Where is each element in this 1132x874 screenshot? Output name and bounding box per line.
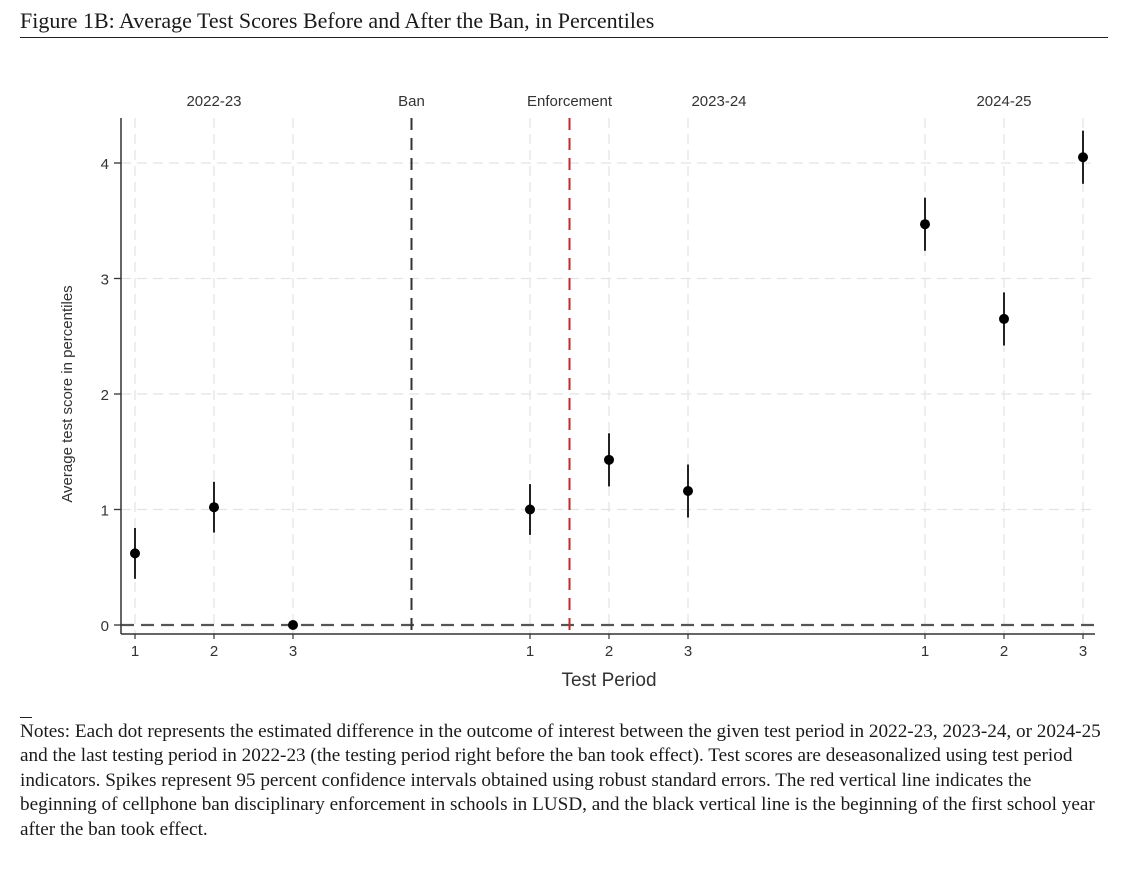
- x-tick-label: 1: [526, 643, 534, 660]
- data-point: [999, 313, 1009, 324]
- title-rule: [20, 37, 1108, 38]
- notes-mark: [20, 717, 32, 718]
- figure-notes: Notes: Each dot represents the estimated…: [20, 721, 1101, 840]
- x-tick-label: 2: [605, 643, 613, 660]
- x-tick-label: 2: [210, 643, 218, 660]
- reference-label-ban: Ban: [398, 93, 425, 110]
- figure-title: Figure 1B: Average Test Scores Before an…: [20, 8, 655, 33]
- y-tick-label: 0: [101, 618, 109, 635]
- gridlines: [121, 118, 1095, 634]
- x-tick-label: 1: [921, 643, 929, 660]
- reference-label-enforcement: Enforcement: [527, 93, 613, 110]
- reference-lines: [121, 118, 1095, 634]
- y-axis-label: Average test score in percentiles: [59, 285, 76, 502]
- group-label: 2024-25: [976, 93, 1031, 110]
- data-marks: [130, 130, 1088, 630]
- data-point: [1078, 152, 1088, 163]
- x-axis-label: Test Period: [561, 670, 656, 691]
- data-point: [683, 486, 693, 497]
- data-point: [920, 219, 930, 230]
- data-point: [288, 620, 298, 630]
- data-point: [209, 502, 219, 513]
- axes: [114, 118, 1095, 639]
- x-tick-label: 3: [684, 643, 692, 660]
- x-tick-label: 2: [1000, 643, 1008, 660]
- x-tick-label: 3: [1079, 643, 1087, 660]
- y-tick-label: 3: [101, 272, 109, 289]
- x-tick-label: 3: [289, 643, 297, 660]
- x-tick-label: 1: [131, 643, 139, 660]
- y-tick-label: 2: [101, 387, 109, 404]
- chart: Ban Enforcement 0 1 2 3 4 1 2 3 2022-23 1 2 3 2023-24 1…: [59, 93, 1095, 691]
- labels: Ban Enforcement 0 1 2 3 4 1 2 3 2022-23 1 2 3 2023-24 1…: [101, 93, 1088, 660]
- group-label: 2023-24: [691, 93, 746, 110]
- data-point: [525, 504, 535, 515]
- data-point: [604, 454, 614, 465]
- group-label: 2022-23: [186, 93, 241, 110]
- data-point: [130, 548, 140, 559]
- y-tick-label: 1: [101, 503, 109, 520]
- y-tick-label: 4: [101, 156, 109, 173]
